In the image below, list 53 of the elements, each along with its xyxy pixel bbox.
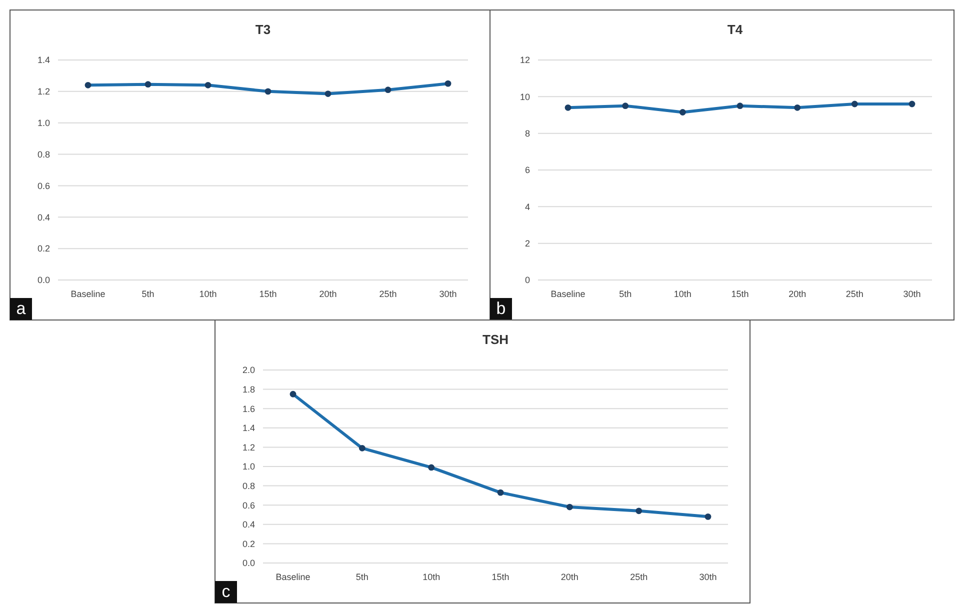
y-tick-label: 2.0	[242, 365, 255, 376]
x-tick-label: 15th	[492, 572, 510, 582]
x-tick-label: 10th	[422, 572, 440, 582]
y-tick-label: 1.0	[242, 462, 255, 472]
y-tick-label: 1.4	[242, 423, 255, 434]
x-tick-label: 15th	[731, 289, 749, 299]
x-tick-label: 5th	[142, 289, 154, 299]
x-tick-label: 25th	[379, 289, 397, 299]
x-tick-label: 25th	[630, 572, 648, 582]
y-tick-label: 0.8	[242, 480, 255, 491]
x-tick-label: 5th	[619, 289, 632, 299]
x-tick-label: Baseline	[550, 289, 586, 299]
x-tick-label: Baseline	[276, 572, 310, 582]
y-tick-label: 12	[520, 55, 530, 66]
text: b	[496, 299, 506, 318]
y-tick-label: 0.4	[37, 212, 50, 222]
y-tick-label: 1.0	[37, 118, 50, 128]
y-tick-label: 0.2	[37, 244, 50, 254]
text: a	[16, 299, 26, 318]
y-tick-label: 10	[520, 92, 530, 102]
y-tick-label: 0.2	[242, 538, 255, 549]
x-tick-label: 25th	[846, 289, 864, 299]
y-tick-label: 6	[524, 165, 530, 176]
y-tick-label: 0.8	[37, 149, 50, 160]
text: c	[222, 582, 231, 601]
y-tick-label: 4	[524, 202, 530, 212]
x-tick-label: 20th	[788, 289, 806, 299]
y-tick-label: 8	[524, 128, 530, 138]
y-tick-label: 0	[524, 275, 530, 286]
x-tick-label: 10th	[199, 289, 217, 299]
chart-title: TSH	[482, 332, 508, 347]
y-tick-label: 0.6	[37, 180, 50, 191]
x-tick-label: 5th	[356, 572, 368, 582]
y-tick-label: 1.4	[37, 55, 50, 66]
y-tick-label: 1.6	[242, 404, 255, 414]
y-tick-label: 0.0	[242, 558, 255, 568]
chart-title: T3	[255, 22, 271, 37]
x-tick-label: 30th	[699, 572, 717, 582]
y-tick-label: 0.0	[37, 275, 50, 286]
y-tick-label: 1.2	[37, 86, 50, 97]
y-tick-label: 0.6	[242, 500, 255, 510]
x-tick-label: 30th	[439, 289, 457, 299]
x-tick-label: 20th	[319, 289, 337, 299]
chart-title: T4	[727, 22, 744, 37]
y-tick-label: 2	[524, 238, 530, 248]
y-tick-label: 0.4	[242, 520, 255, 530]
x-tick-label: 10th	[674, 289, 692, 299]
x-tick-label: 30th	[903, 289, 921, 299]
x-tick-label: Baseline	[70, 289, 106, 299]
x-tick-label: 15th	[259, 289, 277, 299]
y-tick-label: 1.8	[242, 384, 255, 394]
y-tick-label: 1.2	[242, 442, 255, 452]
x-tick-label: 20th	[560, 572, 578, 582]
